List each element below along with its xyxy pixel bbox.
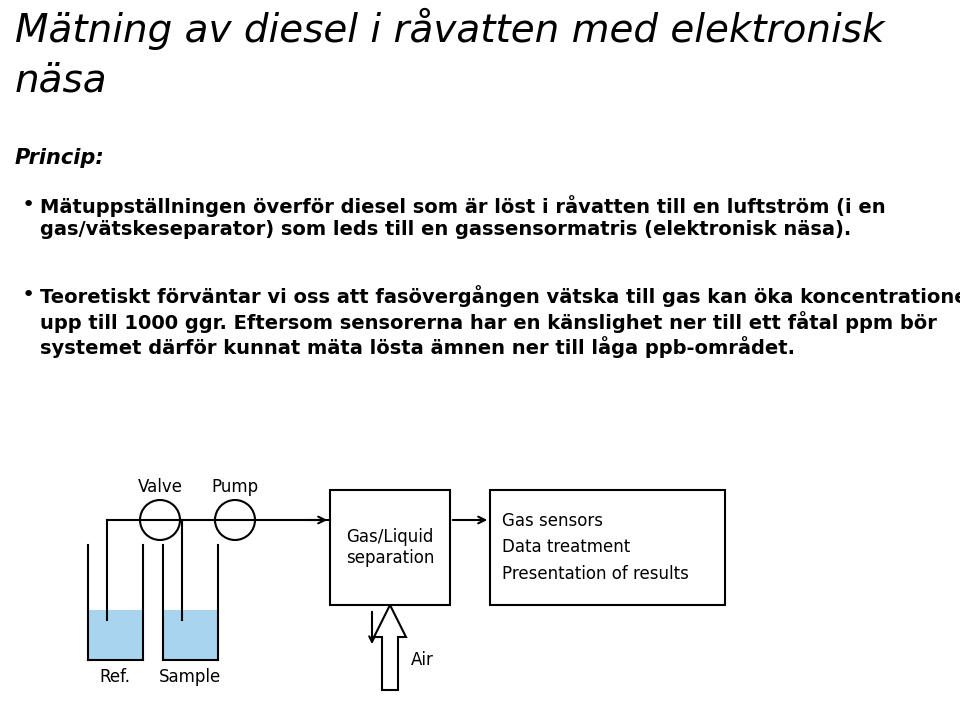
Bar [330, 490, 450, 605]
Bar [490, 490, 725, 605]
Text: •: • [22, 195, 36, 215]
Text: Pump: Pump [211, 478, 258, 496]
Text: Sample: Sample [158, 668, 221, 686]
Text: Teoretiskt förväntar vi oss att fasövergången vätska till gas kan öka koncentrat: Teoretiskt förväntar vi oss att fasöverg… [40, 285, 960, 358]
Bar [87, 610, 142, 660]
Text: Gas/Liquid
separation: Gas/Liquid separation [346, 528, 434, 567]
Text: Mätuppställningen överför diesel som är löst i råvatten till en luftström (i en
: Mätuppställningen överför diesel som är … [40, 195, 886, 239]
Polygon shape [374, 605, 406, 690]
Text: Valve: Valve [137, 478, 182, 496]
Text: •: • [22, 285, 36, 305]
Text: Gas sensors
Data treatment
Presentation of results: Gas sensors Data treatment Presentation … [502, 512, 689, 583]
Text: näsa: näsa [15, 62, 108, 100]
Text: Ref.: Ref. [100, 668, 131, 686]
Text: Princip:: Princip: [15, 148, 105, 168]
Bar [162, 610, 218, 660]
Text: Mätning av diesel i råvatten med elektronisk: Mätning av diesel i råvatten med elektro… [15, 8, 884, 50]
Text: Air: Air [411, 652, 434, 669]
